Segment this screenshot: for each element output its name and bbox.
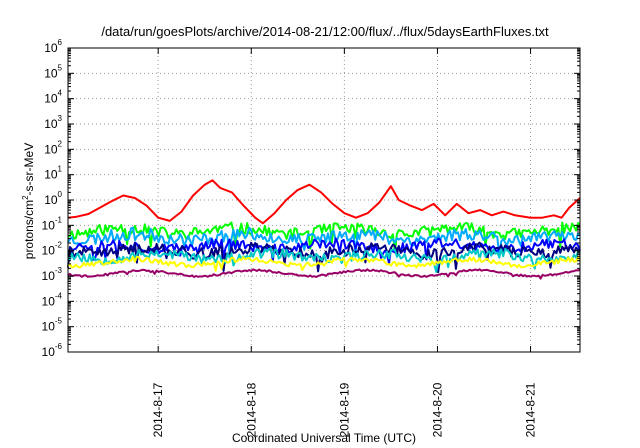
x-axis-label: Coordinated Universal Time (UTC) bbox=[232, 431, 416, 445]
x-tick-label: 2014-8-19 bbox=[337, 382, 351, 437]
x-tick-label: 2014-8-18 bbox=[244, 382, 258, 437]
series-layer bbox=[67, 179, 581, 280]
series-line bbox=[67, 247, 581, 273]
series-line bbox=[67, 179, 581, 225]
y-tick-label: 100 bbox=[44, 190, 62, 207]
y-tick-label: 10-4 bbox=[42, 291, 63, 308]
x-tick-label: 2014-8-21 bbox=[524, 382, 538, 437]
series-line bbox=[67, 226, 581, 259]
y-tick-label: 10-5 bbox=[42, 317, 63, 334]
y-tick-label: 10-3 bbox=[42, 266, 63, 283]
y-tick-label: 102 bbox=[44, 139, 62, 156]
series-line bbox=[67, 268, 581, 280]
x-axis: 2014-8-17 2014-8-18 2014-8-19 2014-8-20 2014… bbox=[151, 48, 538, 437]
y-tick-label: 10-1 bbox=[42, 215, 63, 232]
y-tick-label: 105 bbox=[44, 63, 62, 80]
grid-lines bbox=[68, 48, 580, 352]
y-tick-label: 10-2 bbox=[42, 241, 63, 258]
y-axis: 10-6 10-5 10-4 10-3 10-2 10-1 100 101 102 103 104 1… bbox=[42, 38, 580, 359]
x-tick-label: 2014-8-17 bbox=[151, 382, 165, 437]
y-tick-label: 106 bbox=[44, 38, 62, 55]
y-tick-label: 104 bbox=[44, 89, 62, 106]
y-tick-label: 10-6 bbox=[42, 342, 63, 359]
x-tick-label: 2014-8-20 bbox=[430, 382, 444, 437]
chart-title: /data/run/goesPlots/archive/2014-08-21/1… bbox=[101, 24, 549, 39]
series-line bbox=[67, 255, 581, 272]
y-axis-label: protons/cm2-s-sr-MeV bbox=[21, 143, 36, 259]
y-tick-label: 103 bbox=[44, 114, 62, 131]
y-tick-label: 101 bbox=[44, 165, 62, 182]
